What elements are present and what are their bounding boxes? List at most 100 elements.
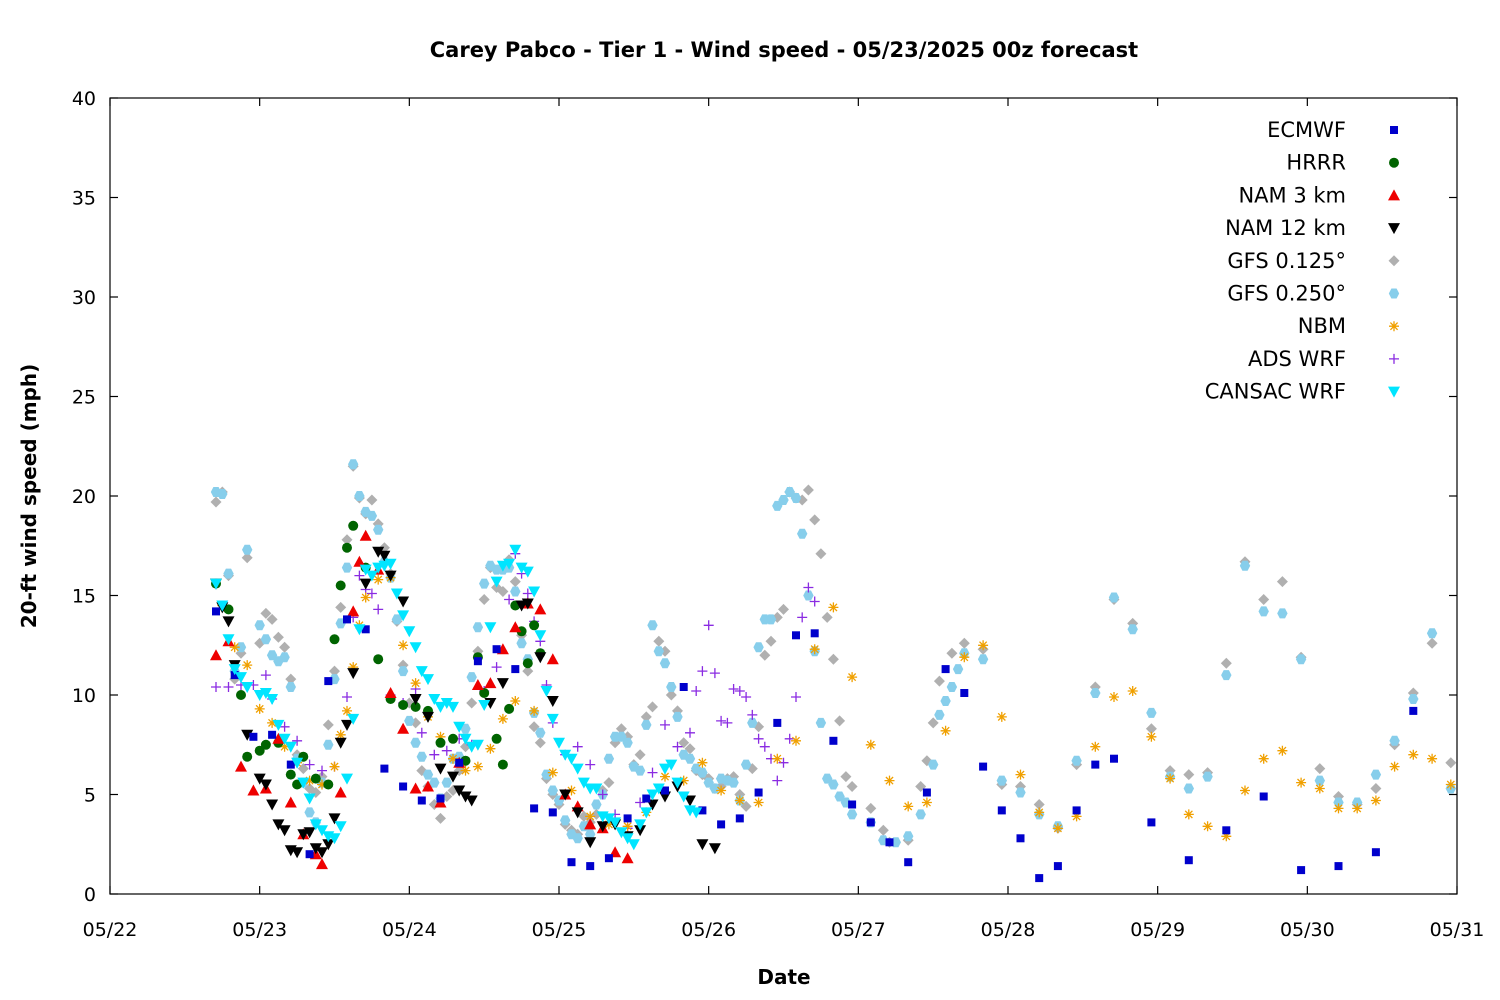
data-point: [1127, 624, 1138, 635]
data-point: [242, 660, 253, 671]
data-point: [479, 578, 490, 589]
data-point: [903, 801, 914, 812]
data-point: [603, 753, 615, 764]
data-point: [373, 604, 384, 615]
data-point: [441, 745, 452, 756]
data-point: [885, 838, 894, 847]
data-point: [659, 658, 671, 669]
data-point: [586, 862, 595, 871]
data-point: [1183, 769, 1195, 781]
data-point: [846, 809, 858, 820]
data-point: [1427, 753, 1438, 764]
data-point: [448, 733, 458, 744]
data-point: [366, 588, 377, 599]
data-point: [317, 779, 327, 790]
data-point: [335, 580, 346, 591]
data-point: [398, 700, 409, 710]
data-point: [940, 696, 951, 706]
y-tick-label: 0: [84, 884, 96, 906]
data-point: [484, 622, 497, 634]
data-point: [259, 779, 272, 791]
data-point: [266, 799, 279, 811]
data-point: [1091, 760, 1100, 769]
data-point: [1034, 807, 1045, 818]
x-tick-label: 05/22: [83, 919, 138, 941]
legend-marker: [1388, 288, 1400, 299]
data-point: [435, 812, 446, 824]
data-point: [285, 682, 296, 692]
data-point: [591, 799, 602, 810]
data-point: [510, 586, 521, 597]
x-tick-label: 05/29: [1130, 919, 1185, 941]
data-point: [584, 837, 597, 849]
data-point: [360, 592, 371, 603]
data-point: [716, 715, 727, 726]
data-point: [373, 524, 384, 535]
data-point: [316, 858, 328, 870]
y-tick-label: 30: [72, 287, 96, 309]
data-point: [436, 794, 445, 803]
data-point: [335, 601, 347, 613]
data-point: [305, 850, 314, 859]
data-point: [666, 682, 677, 692]
data-point: [441, 777, 452, 788]
data-point: [585, 759, 596, 770]
data-point: [810, 629, 819, 638]
data-point: [959, 652, 970, 663]
data-point: [759, 741, 770, 752]
data-point: [865, 739, 876, 750]
data-point: [922, 788, 931, 797]
data-point: [641, 719, 652, 730]
data-point: [735, 814, 744, 823]
data-point: [1015, 787, 1026, 798]
data-point: [397, 596, 410, 608]
data-point: [522, 588, 533, 599]
data-point: [491, 662, 502, 673]
data-point: [272, 631, 284, 643]
data-point: [979, 762, 988, 771]
data-point: [809, 514, 821, 526]
data-point: [815, 548, 827, 560]
data-point: [1240, 785, 1250, 796]
data-point: [691, 686, 702, 696]
data-point: [697, 666, 708, 677]
data-point: [478, 700, 491, 711]
data-point: [647, 620, 658, 631]
data-point: [802, 484, 814, 496]
data-point: [342, 705, 352, 716]
data-point: [466, 697, 478, 709]
data-point: [496, 678, 509, 690]
series-gfs-0-125: [210, 460, 1457, 848]
legend-marker: [1388, 189, 1400, 201]
legend: ECMWF HRRR NAM 3 km NAM 12 km GFS 0.125° GFS …: [1205, 118, 1400, 404]
data-point: [741, 692, 752, 702]
data-point: [829, 736, 838, 745]
data-point: [249, 732, 258, 741]
data-point: [722, 717, 733, 728]
data-point: [941, 665, 950, 674]
data-point: [765, 635, 777, 647]
data-point: [778, 603, 789, 615]
data-point: [1259, 792, 1268, 801]
data-point: [566, 785, 577, 796]
data-point: [304, 759, 315, 770]
data-point: [434, 763, 447, 775]
data-point: [422, 674, 434, 686]
data-point: [529, 705, 540, 716]
data-point: [285, 769, 296, 780]
data-point: [324, 677, 333, 686]
data-point: [946, 682, 958, 692]
data-point: [534, 630, 547, 642]
data-point: [717, 820, 726, 829]
data-point: [455, 758, 464, 767]
data-point: [1258, 753, 1269, 764]
data-point: [1127, 686, 1138, 696]
data-point: [260, 739, 271, 750]
data-point: [672, 711, 683, 722]
data-point: [696, 839, 709, 851]
data-point: [416, 751, 427, 762]
data-point: [1258, 606, 1269, 617]
data-point: [904, 858, 913, 867]
data-point: [1221, 831, 1232, 842]
data-point: [809, 596, 820, 607]
